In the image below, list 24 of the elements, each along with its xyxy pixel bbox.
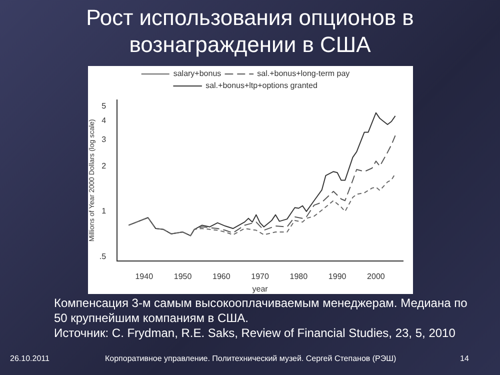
- line-series: [128, 173, 396, 236]
- legend-label: sal.+bonus+ltp+options granted: [206, 81, 318, 90]
- legend-label: sal.+bonus+long-term pay: [257, 69, 350, 78]
- x-axis-title: year: [252, 284, 268, 294]
- y-tick-label: .5: [99, 252, 107, 261]
- x-tick-label: 1940: [135, 272, 154, 281]
- x-tick-label: 2000: [367, 272, 386, 281]
- text: 14: [460, 354, 469, 363]
- y-tick-label: 5: [102, 101, 107, 110]
- text: Компенсация 3-м самым высокооплачиваемым менеджерам. Медиана по 50 крупнейшим компаниям в США.: [54, 296, 468, 326]
- chart-title: Рост использования опционов в вознаграждении в США: [85, 4, 415, 58]
- x-tick-label: 1990: [328, 272, 347, 281]
- text: Корпоративное управление. Политехнический музей. Сергей Степанов (РЭШ): [105, 354, 396, 363]
- text: 26.10.2011: [10, 354, 50, 363]
- legend-label: salary+bonus: [173, 69, 222, 78]
- x-tick-label: 1950: [174, 272, 192, 281]
- y-tick-label: 1: [102, 206, 107, 216]
- x-tick-label: 1980: [290, 272, 308, 281]
- x-tick-label: 1970: [251, 272, 270, 281]
- text: Источник: C. Frydman, R.E. Saks, Review of Financial Studies, 23, 5, 2010: [54, 326, 456, 340]
- x-tick-label: 1960: [212, 272, 231, 281]
- y-tick-label: 2: [102, 161, 107, 170]
- y-tick-label: 4: [102, 116, 107, 126]
- y-tick-label: 3: [102, 134, 107, 144]
